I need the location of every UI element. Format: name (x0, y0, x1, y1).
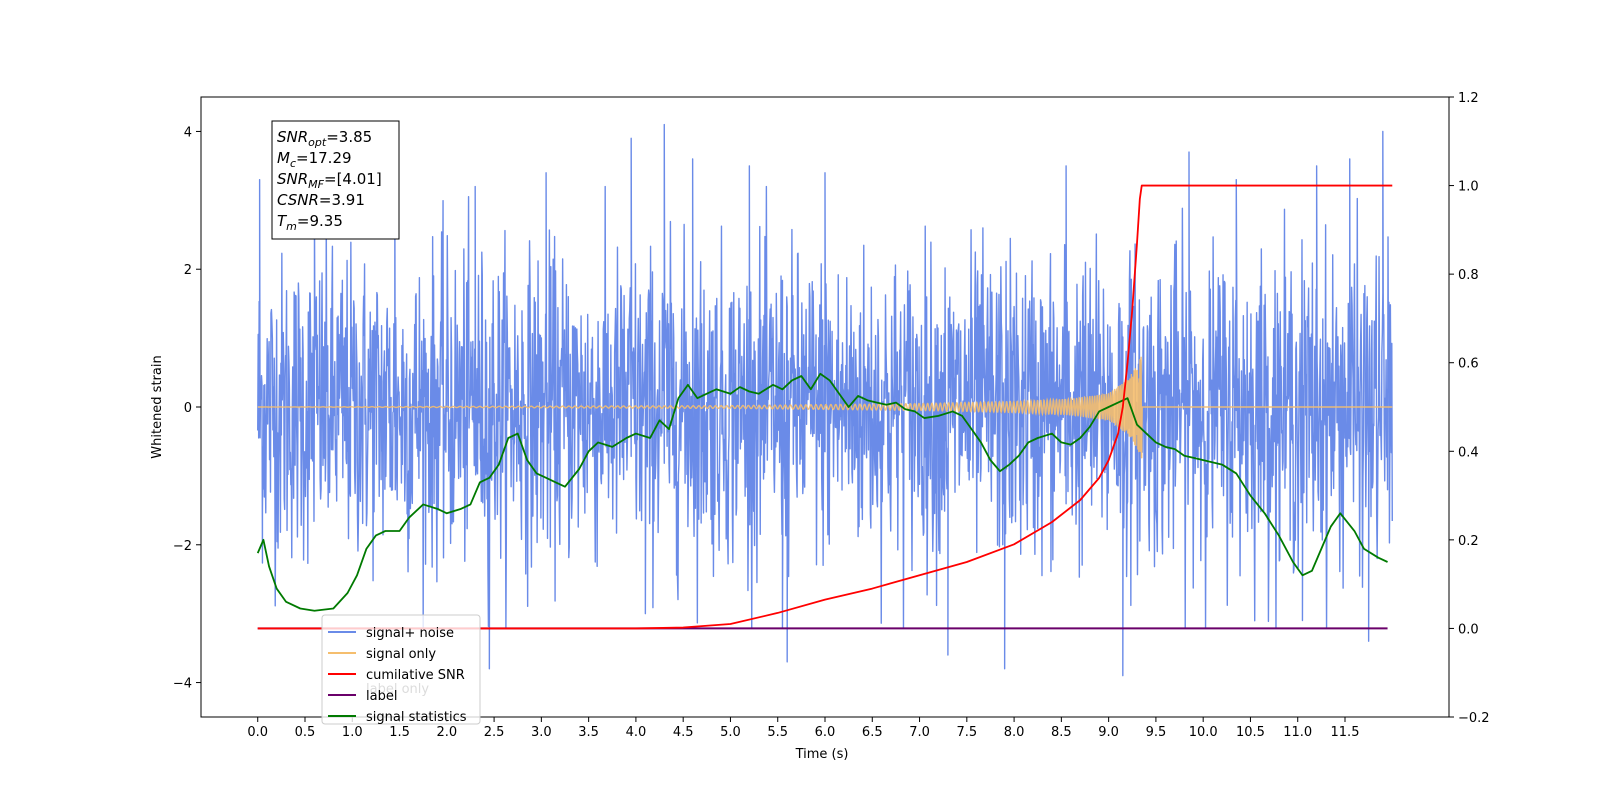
parameter-line: Mc=17.29 (277, 149, 352, 170)
y-right-tick-label: 0.2 (1458, 534, 1479, 549)
x-tick-label: 9.5 (1146, 725, 1167, 740)
y-left-tick-label: 4 (184, 125, 192, 140)
y-left-tick-label: 0 (184, 401, 192, 416)
x-tick-label: 1.5 (389, 725, 410, 740)
x-tick-label: 0.0 (247, 725, 268, 740)
parameter-line: CSNR=3.91 (277, 191, 365, 209)
x-tick-label: 8.0 (1004, 725, 1025, 740)
y-right-tick-label: 0.6 (1458, 357, 1479, 372)
series-cumulative-snr (257, 184, 1393, 630)
y-right-tick-label: 0.0 (1458, 622, 1479, 637)
x-tick-label: 2.0 (436, 725, 457, 740)
y-right-tick-label: 1.2 (1458, 91, 1479, 106)
y-right-tick-label: 0.4 (1458, 445, 1479, 460)
y-right-tick-label: −0.2 (1458, 711, 1490, 726)
x-tick-label: 6.0 (815, 725, 836, 740)
series-signal-only (257, 356, 1393, 459)
legend-label: signal+ noise (366, 626, 454, 641)
y-left-tick-label: −4 (173, 677, 192, 692)
parameter-line: Tm=9.35 (277, 212, 343, 233)
x-tick-label: 8.5 (1051, 725, 1072, 740)
x-tick-label: 11.0 (1283, 725, 1312, 740)
x-tick-label: 4.0 (626, 725, 647, 740)
parameter-box-frame (271, 120, 400, 240)
x-tick-label: 10.5 (1236, 725, 1265, 740)
x-tick-label: 11.5 (1331, 725, 1360, 740)
x-tick-label: 0.5 (295, 725, 316, 740)
x-tick-label: 9.0 (1098, 725, 1119, 740)
x-tick-label: 6.5 (862, 725, 883, 740)
series-signal-statistics (256, 372, 1388, 612)
y-axis-label: Whitened strain (150, 355, 165, 458)
x-tick-label: 2.5 (484, 725, 505, 740)
series-signal-plus-noise (257, 123, 1393, 677)
x-axis-ticks: 0.0 0.5 1.0 1.5 2.0 2.5 3.0 3.5 4.0 4.5 5.0 5.5 6.0 6… (247, 717, 1359, 740)
x-tick-label: 3.5 (578, 725, 599, 740)
x-tick-label: 10.0 (1189, 725, 1218, 740)
y-axis-right-ticks: −0.2 0.0 0.2 0.4 0.6 0.8 1.0 1.2 (1449, 91, 1490, 726)
y-left-tick-label: 2 (184, 263, 192, 278)
y-right-tick-label: 1.0 (1458, 180, 1479, 195)
legend-label: label (366, 689, 397, 704)
legend: label only signal+ noise signal only cumila… (321, 614, 481, 725)
x-tick-label: 5.0 (720, 725, 741, 740)
x-tick-label: 4.5 (673, 725, 694, 740)
y-axis-left-ticks: −4 −2 0 2 4 (173, 125, 201, 692)
parameter-line: SNRMF=[4.01] (277, 170, 382, 191)
legend-label: cumilative SNR (366, 668, 465, 683)
y-left-tick-label: −2 (173, 539, 192, 554)
legend-label: signal statistics (366, 710, 467, 725)
parameter-box: SNRopt=3.85Mc=17.29SNRMF=[4.01]CSNR=3.91… (271, 120, 400, 240)
legend-hidden-text: label only (366, 682, 429, 697)
x-tick-label: 5.5 (767, 725, 788, 740)
legend-label: signal only (366, 647, 436, 662)
x-axis-label: Time (s) (795, 747, 849, 762)
x-tick-label: 1.0 (342, 725, 363, 740)
x-tick-label: 3.0 (531, 725, 552, 740)
legend-frame (321, 614, 481, 725)
y-right-tick-label: 0.8 (1458, 268, 1479, 283)
parameter-line: SNRopt=3.85 (277, 128, 372, 149)
x-tick-label: 7.5 (956, 725, 977, 740)
x-tick-label: 7.0 (909, 725, 930, 740)
